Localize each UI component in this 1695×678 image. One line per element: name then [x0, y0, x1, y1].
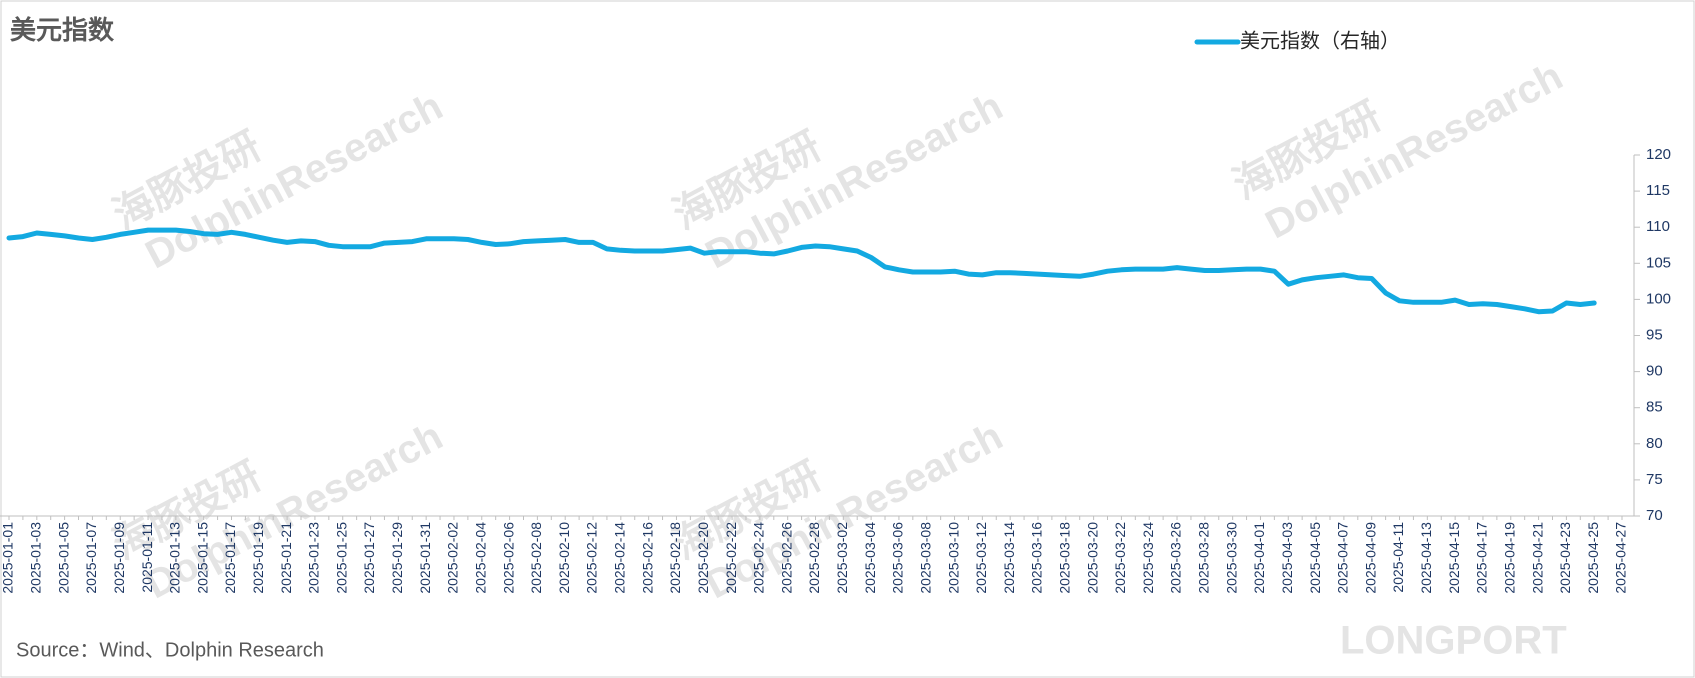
x-tick-label: 2025-03-02 — [834, 522, 850, 594]
x-tick-label: 2025-01-19 — [250, 522, 266, 594]
x-tick-label: 2025-04-13 — [1418, 522, 1434, 594]
y2-tick-label: 80 — [1646, 435, 1663, 452]
x-tick-label: 2025-03-06 — [890, 522, 906, 594]
y2-tick-label: 90 — [1646, 363, 1663, 380]
x-tick-label: 2025-01-27 — [361, 522, 377, 594]
x-tick-label: 2025-04-23 — [1557, 522, 1573, 594]
x-tick-label: 2025-03-26 — [1168, 522, 1184, 594]
x-tick-label: 2025-02-20 — [695, 522, 711, 594]
x-tick-label: 2025-02-24 — [751, 522, 767, 594]
x-tick-label: 2025-01-31 — [417, 522, 433, 594]
x-tick-label: 2025-02-26 — [778, 522, 794, 594]
x-tick-label: 2025-02-10 — [556, 522, 572, 594]
x-tick-label: 2025-04-11 — [1390, 522, 1406, 593]
y2-tick-label: 95 — [1646, 326, 1663, 343]
x-tick-label: 2025-02-28 — [806, 522, 822, 594]
x-tick-label: 2025-02-02 — [445, 522, 461, 594]
x-tick-label: 2025-02-14 — [612, 522, 628, 594]
x-tick-label: 2025-02-18 — [667, 522, 683, 594]
x-tick-label: 2025-01-03 — [28, 522, 44, 594]
x-tick-label: 2025-03-18 — [1056, 522, 1072, 594]
x-tick-label: 2025-01-07 — [83, 522, 99, 594]
x-tick-label: 2025-03-20 — [1084, 522, 1100, 594]
x-tick-label: 2025-01-11 — [139, 522, 155, 593]
x-tick-label: 2025-03-08 — [917, 522, 933, 594]
x-tick-label: 2025-03-28 — [1196, 522, 1212, 594]
x-tick-label: 2025-03-04 — [862, 522, 878, 594]
x-tick-label: 2025-01-23 — [306, 522, 322, 594]
y2-tick-label: 105 — [1646, 254, 1671, 271]
x-tick-label: 2025-03-14 — [1001, 522, 1017, 594]
x-tick-label: 2025-02-16 — [639, 522, 655, 594]
x-tick-label: 2025-02-22 — [723, 522, 739, 594]
x-tick-label: 2025-01-15 — [194, 522, 210, 594]
x-tick-label: 2025-03-22 — [1112, 522, 1128, 594]
legend-label: 美元指数（右轴） — [1240, 29, 1400, 52]
x-tick-label: 2025-04-01 — [1251, 522, 1267, 594]
y2-tick-label: 100 — [1646, 290, 1671, 307]
x-tick-label: 2025-03-30 — [1223, 522, 1239, 594]
x-tick-label: 2025-01-21 — [278, 522, 294, 594]
x-tick-label: 2025-02-04 — [472, 522, 488, 594]
chart-title: 美元指数 — [10, 15, 115, 45]
x-tick-label: 2025-01-25 — [333, 522, 349, 594]
data-line — [6, 227, 1597, 315]
x-tick-label: 2025-04-21 — [1529, 522, 1545, 594]
x-tick-label: 2025-04-27 — [1613, 522, 1629, 594]
watermark: LONGPORT — [1340, 619, 1567, 663]
x-tick-label: 2025-02-12 — [584, 522, 600, 594]
y2-tick-label: 75 — [1646, 471, 1663, 488]
y2-tick-label: 110 — [1646, 218, 1670, 235]
x-tick-label: 2025-01-01 — [0, 522, 16, 594]
x-tick-label: 2025-04-19 — [1501, 522, 1517, 594]
x-tick-label: 2025-04-05 — [1307, 522, 1323, 594]
x-tick-label: 2025-04-25 — [1585, 522, 1601, 594]
x-tick-label: 2025-01-13 — [167, 522, 183, 594]
x-tick-label: 2025-01-17 — [222, 522, 238, 594]
x-tick-label: 2025-01-05 — [55, 522, 71, 594]
x-tick-label: 2025-01-09 — [111, 522, 127, 594]
y2-tick-label: 120 — [1646, 146, 1671, 163]
source: Source：Wind、Dolphin Research — [16, 639, 324, 661]
x-tick-label: 2025-01-29 — [389, 522, 405, 594]
x-tick-label: 2025-04-09 — [1362, 522, 1378, 594]
x-tick-label: 2025-03-24 — [1140, 522, 1156, 594]
y2-tick-label: 115 — [1646, 182, 1670, 199]
x-tick-label: 2025-02-06 — [500, 522, 516, 594]
x-tick-label: 2025-03-10 — [945, 522, 961, 594]
x-tick-label: 2025-03-16 — [1029, 522, 1045, 594]
x-tick-label: 2025-04-15 — [1446, 522, 1462, 594]
x-tick-label: 2025-03-12 — [973, 522, 989, 594]
x-tick-label: 2025-04-03 — [1279, 522, 1295, 594]
y2-tick-label: 85 — [1646, 399, 1663, 416]
x-tick-label: 2025-04-17 — [1474, 522, 1490, 594]
x-tick-label: 2025-02-08 — [528, 522, 544, 594]
y2-tick-label: 70 — [1646, 507, 1663, 524]
x-tick-label: 2025-04-07 — [1335, 522, 1351, 594]
